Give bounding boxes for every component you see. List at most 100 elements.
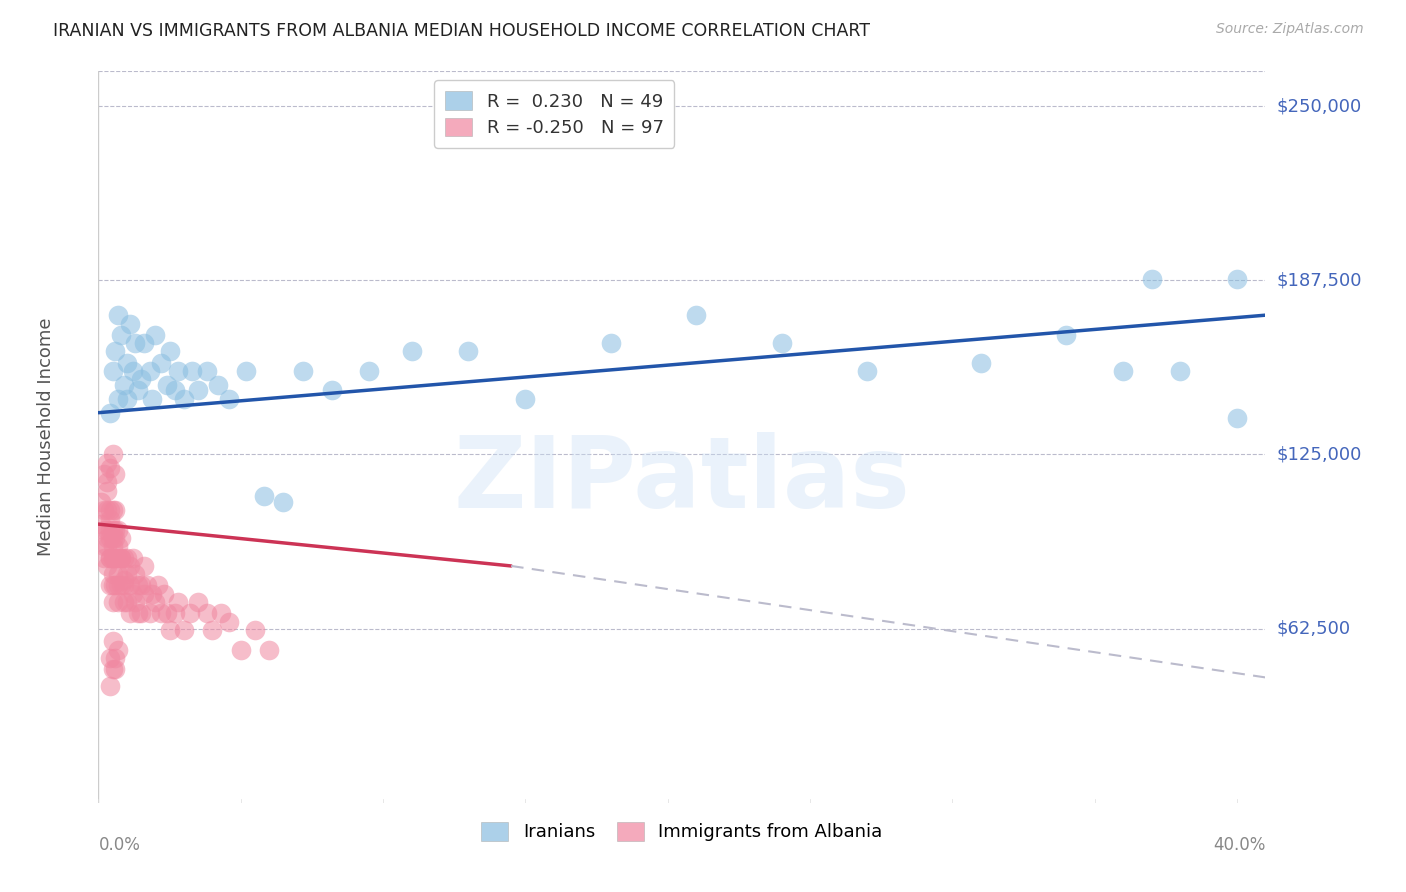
Point (101, 567, 124, 582)
Point (112, 578, 135, 592)
Point (104, 531, 127, 545)
Text: 0.0%: 0.0% (98, 836, 141, 854)
Point (599, 336, 621, 351)
Point (107, 578, 129, 592)
Point (856, 364, 879, 378)
Point (93, 503, 115, 517)
Point (90, 517, 112, 532)
Point (515, 392, 537, 406)
Point (93, 467, 115, 481)
Point (129, 607, 152, 621)
Point (173, 623, 195, 637)
Point (187, 595, 209, 609)
Point (96, 558, 118, 573)
Point (118, 607, 141, 621)
Point (101, 550, 124, 565)
Point (1112, 364, 1135, 378)
Point (143, 595, 166, 609)
Point (107, 392, 129, 406)
Point (110, 327, 132, 342)
Point (96, 456, 118, 470)
Point (138, 607, 160, 621)
Point (93, 523, 115, 537)
Point (252, 489, 274, 503)
Point (101, 578, 124, 592)
Point (107, 567, 129, 582)
Point (132, 336, 155, 351)
Point (201, 623, 224, 637)
Point (150, 355, 173, 369)
Point (107, 642, 129, 657)
Point (118, 558, 141, 573)
Point (101, 448, 124, 462)
Point (167, 595, 190, 609)
Point (179, 607, 201, 621)
Point (127, 607, 149, 621)
Text: $250,000: $250,000 (1277, 97, 1362, 115)
Point (141, 392, 163, 406)
Point (195, 364, 218, 378)
Point (112, 550, 135, 565)
Point (104, 578, 127, 592)
Point (101, 662, 124, 676)
Point (118, 578, 141, 592)
Point (101, 531, 124, 545)
Point (101, 540, 124, 554)
Point (1140, 272, 1163, 286)
Point (107, 523, 129, 537)
Point (1168, 364, 1191, 378)
Point (101, 634, 124, 648)
Point (104, 503, 127, 517)
Point (143, 327, 166, 342)
Point (770, 336, 793, 351)
Text: IRANIAN VS IMMIGRANTS FROM ALBANIA MEDIAN HOUSEHOLD INCOME CORRELATION CHART: IRANIAN VS IMMIGRANTS FROM ALBANIA MEDIA… (53, 22, 870, 40)
Point (357, 364, 380, 378)
Point (150, 607, 173, 621)
Point (98, 503, 121, 517)
Point (96, 475, 118, 490)
Point (107, 550, 129, 565)
Point (173, 392, 195, 406)
Point (110, 578, 132, 592)
Point (110, 550, 132, 565)
Point (1226, 411, 1249, 425)
Point (1226, 272, 1249, 286)
Point (159, 623, 181, 637)
Point (457, 344, 479, 359)
Point (187, 384, 209, 398)
Point (156, 607, 179, 621)
Point (96, 483, 118, 498)
Point (129, 578, 152, 592)
Point (104, 523, 127, 537)
Point (107, 540, 129, 554)
Point (104, 467, 127, 481)
Point (90, 495, 112, 509)
Point (121, 550, 143, 565)
Text: $62,500: $62,500 (1277, 620, 1351, 638)
Point (115, 355, 138, 369)
Point (153, 587, 176, 601)
Point (321, 384, 343, 398)
Point (165, 384, 187, 398)
Point (98, 531, 121, 545)
Point (101, 550, 124, 565)
Point (121, 587, 143, 601)
Point (141, 587, 163, 601)
Point (127, 578, 149, 592)
Point (96, 531, 118, 545)
Point (148, 578, 170, 592)
Point (243, 623, 266, 637)
Point (112, 595, 135, 609)
Point (124, 336, 146, 351)
Point (207, 377, 229, 392)
Point (98, 406, 121, 420)
Point (104, 550, 127, 565)
Text: $125,000: $125,000 (1277, 445, 1362, 464)
Point (156, 377, 179, 392)
Point (1054, 327, 1077, 342)
Point (96, 523, 118, 537)
Point (292, 364, 315, 378)
Point (273, 495, 295, 509)
Point (96, 540, 118, 554)
Point (124, 595, 146, 609)
